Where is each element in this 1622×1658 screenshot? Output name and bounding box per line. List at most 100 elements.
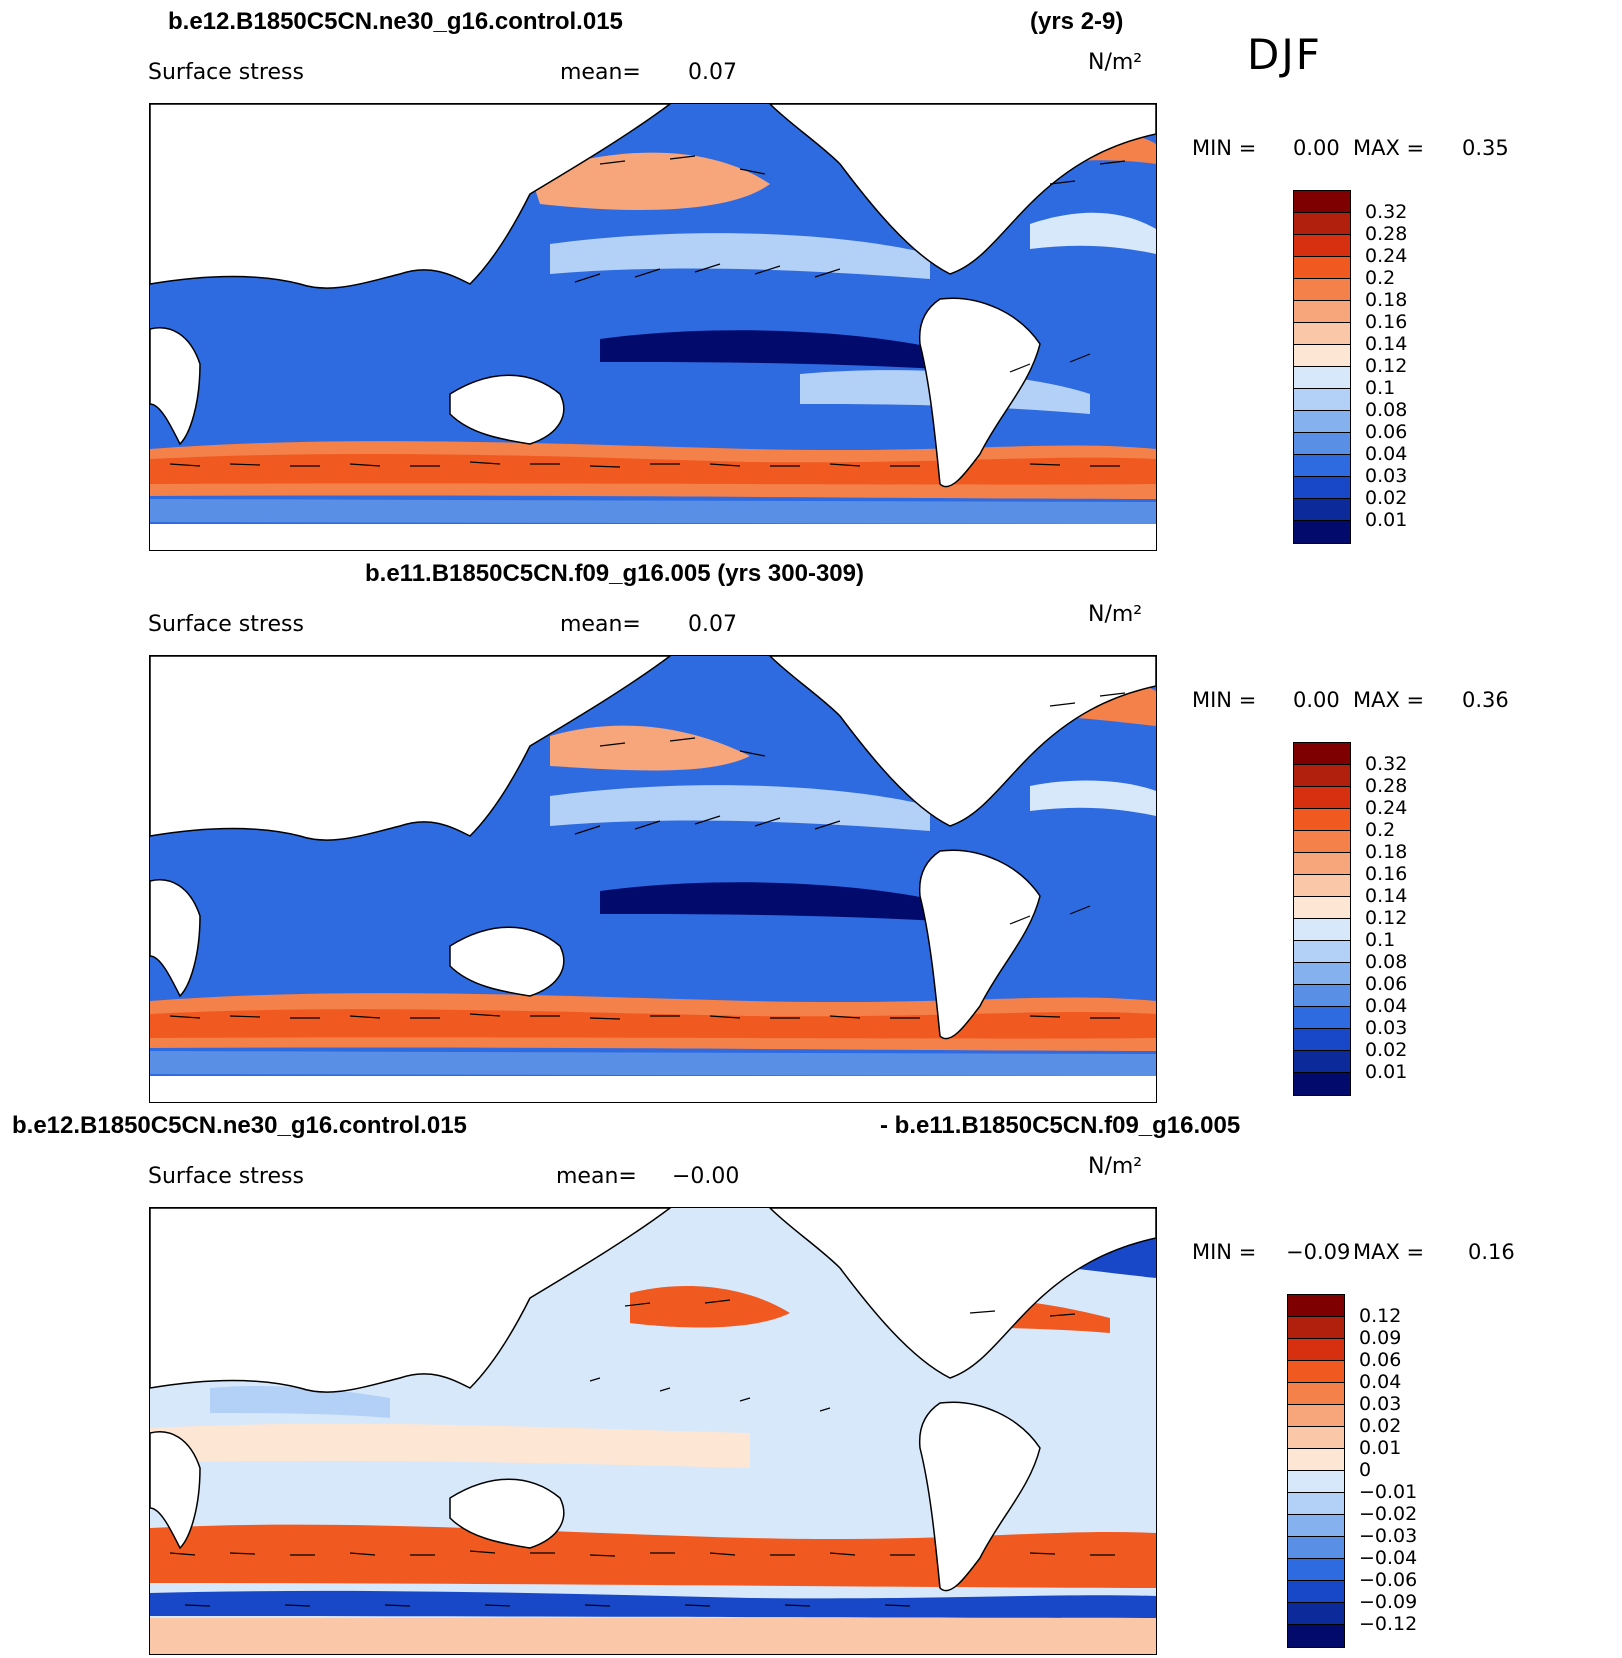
colorbar-tick-label: 0.06 — [1359, 1349, 1402, 1371]
panel2-map-svg — [150, 656, 1156, 1102]
colorbar-tick-label: 0.1 — [1365, 377, 1396, 399]
panel1-vectors — [169, 155, 1126, 468]
colorbar-tick-label: 0.32 — [1365, 201, 1408, 223]
colorbar-swatch — [1288, 1295, 1344, 1317]
colorbar-swatch — [1294, 765, 1350, 787]
colorbar-tick-label: 0.01 — [1359, 1437, 1402, 1459]
colorbar-swatch — [1294, 521, 1350, 543]
panel2-variable-label: Surface stress — [148, 612, 304, 637]
colorbar-tick-label: 0.02 — [1365, 487, 1408, 509]
colorbar-swatch — [1294, 1051, 1350, 1073]
panel2-min-label: MIN = — [1192, 688, 1257, 712]
colorbar-swatch — [1294, 345, 1350, 367]
panel3-colorbar: 0.12 0.09 0.06 0.04 0.03 0.02 0.01 0 −0.01 −0.02−… — [1287, 1294, 1437, 1648]
colorbar-swatch — [1294, 941, 1350, 963]
colorbar-swatch — [1288, 1537, 1344, 1559]
colorbar-swatch — [1294, 809, 1350, 831]
colorbar-tick-label: 0.08 — [1365, 399, 1408, 421]
colorbar-tick-label: 0.12 — [1365, 355, 1408, 377]
colorbar-swatch — [1294, 897, 1350, 919]
colorbar-tick-label: 0.04 — [1359, 1371, 1402, 1393]
colorbar-tick-label: 0.28 — [1365, 775, 1408, 797]
colorbar-swatch — [1288, 1339, 1344, 1361]
colorbar-swatch — [1288, 1603, 1344, 1625]
colorbar-swatch — [1294, 323, 1350, 345]
panel1-max-value: 0.35 — [1462, 136, 1509, 160]
panel1-mean-label: mean= — [560, 60, 641, 85]
colorbar-swatch — [1294, 191, 1350, 213]
colorbar-tick-label: 0.03 — [1365, 1017, 1408, 1039]
panel1-min-label: MIN = — [1192, 136, 1257, 160]
colorbar-tick-label: 0.12 — [1365, 907, 1408, 929]
colorbar-tick-label: −0.03 — [1359, 1525, 1418, 1547]
panel1-map — [149, 103, 1157, 551]
colorbar-swatch — [1288, 1361, 1344, 1383]
panel3-min-label: MIN = — [1192, 1240, 1257, 1264]
colorbar-swatch — [1294, 235, 1350, 257]
colorbar-swatch — [1288, 1471, 1344, 1493]
panel1-max-label: MAX = — [1353, 136, 1425, 160]
panel3-min-value: −0.09 — [1286, 1240, 1351, 1264]
colorbar-swatch — [1294, 279, 1350, 301]
colorbar-tick-label: −0.02 — [1359, 1503, 1418, 1525]
colorbar-tick-label: 0.08 — [1365, 951, 1408, 973]
colorbar-tick-label: 0.03 — [1359, 1393, 1402, 1415]
colorbar-tick-label: 0.01 — [1365, 1061, 1408, 1083]
colorbar-swatch — [1288, 1405, 1344, 1427]
colorbar-swatch — [1288, 1449, 1344, 1471]
panel2-vectors — [169, 692, 1126, 1020]
colorbar-tick-label: −0.04 — [1359, 1547, 1418, 1569]
colorbar-swatch — [1294, 477, 1350, 499]
colorbar-swatches — [1293, 742, 1351, 1096]
panel1-colorbar: 0.32 0.28 0.24 0.2 0.18 0.16 0.14 0.12 0.1 0.08 0.… — [1293, 190, 1443, 544]
panel1-title-right: (yrs 2-9) — [1030, 8, 1124, 35]
panel2-max-label: MAX = — [1353, 688, 1425, 712]
colorbar-tick-label: 0.16 — [1365, 863, 1408, 885]
colorbar-swatch — [1294, 743, 1350, 765]
colorbar-tick-label: 0 — [1359, 1459, 1372, 1481]
colorbar-tick-label: 0.06 — [1365, 421, 1408, 443]
colorbar-swatch — [1294, 433, 1350, 455]
panel3-mean-label: mean= — [556, 1164, 637, 1189]
colorbar-swatch — [1288, 1493, 1344, 1515]
colorbar-tick-label: 0.06 — [1365, 973, 1408, 995]
panel1-variable-label: Surface stress — [148, 60, 304, 85]
panel2-map — [149, 655, 1157, 1103]
colorbar-swatch — [1294, 985, 1350, 1007]
panel3-max-label: MAX = — [1353, 1240, 1425, 1264]
colorbar-tick-label: −0.09 — [1359, 1591, 1418, 1613]
colorbar-tick-label: 0.16 — [1365, 311, 1408, 333]
colorbar-tick-label: 0.32 — [1365, 753, 1408, 775]
colorbar-swatch — [1288, 1515, 1344, 1537]
colorbar-swatch — [1294, 367, 1350, 389]
colorbar-swatch — [1288, 1383, 1344, 1405]
colorbar-swatch — [1294, 875, 1350, 897]
panel1-mean-value: 0.07 — [688, 60, 737, 85]
colorbar-swatch — [1294, 1029, 1350, 1051]
colorbar-tick-label: 0.14 — [1365, 885, 1408, 907]
season-label: DJF — [1247, 30, 1322, 79]
colorbar-tick-label: 0.03 — [1365, 465, 1408, 487]
colorbar-swatch — [1294, 213, 1350, 235]
colorbar-tick-label: 0.04 — [1365, 995, 1408, 1017]
colorbar-tick-label: 0.2 — [1365, 819, 1396, 841]
colorbar-swatch — [1294, 411, 1350, 433]
colorbar-tick-label: 0.09 — [1359, 1327, 1402, 1349]
panel1-units: N/m² — [1088, 50, 1143, 75]
panel3-mean-value: −0.00 — [672, 1164, 740, 1189]
colorbar-tick-label: 0.02 — [1359, 1415, 1402, 1437]
colorbar-tick-label: −0.06 — [1359, 1569, 1418, 1591]
colorbar-swatch — [1288, 1625, 1344, 1647]
colorbar-swatch — [1294, 301, 1350, 323]
colorbar-swatch — [1288, 1581, 1344, 1603]
colorbar-swatch — [1294, 455, 1350, 477]
colorbar-swatch — [1288, 1559, 1344, 1581]
colorbar-swatch — [1294, 499, 1350, 521]
colorbar-tick-label: 0.28 — [1365, 223, 1408, 245]
colorbar-swatch — [1294, 257, 1350, 279]
colorbar-swatch — [1294, 831, 1350, 853]
colorbar-swatch — [1294, 853, 1350, 875]
colorbar-swatches — [1293, 190, 1351, 544]
colorbar-tick-label: 0.1 — [1365, 929, 1396, 951]
colorbar-swatch — [1294, 1073, 1350, 1095]
